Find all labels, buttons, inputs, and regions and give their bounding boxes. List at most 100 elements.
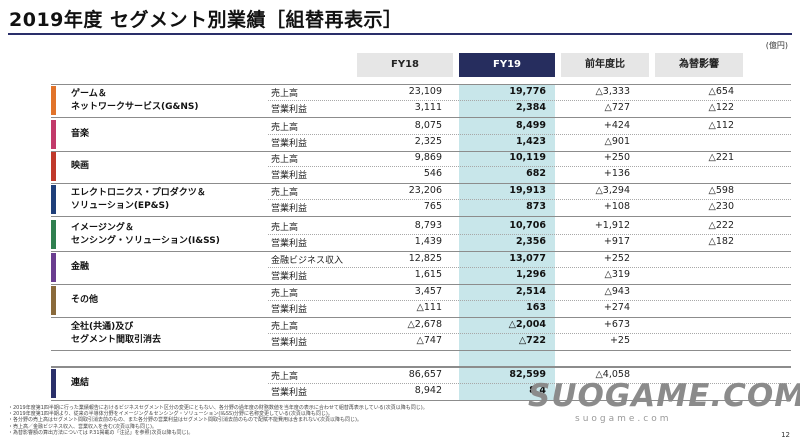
segment-color-bar [51,86,56,115]
value-fy18: 86,657 [408,369,442,380]
row-label: 営業利益 [271,105,308,115]
segment-name-line: 全社(共通)及び [71,322,134,332]
row-divider [268,100,791,101]
watermark-logo: SUOGAME.COM [528,378,800,414]
value-fy19: 1,423 [515,136,546,147]
segment-name: 金融 [71,261,89,274]
row-label: 売上高 [271,223,299,233]
row-label: 売上高 [271,188,299,198]
segment-name-line: エレクトロニクス・プロダクツ＆ [71,188,206,198]
segment-name-line: ソリューション(EP&S) [71,201,170,211]
value-fy19: 8,4 [529,385,546,396]
value-fy18: △747 [416,335,442,346]
fy19-column-highlight [459,84,555,400]
header-fx: 為替影響 [655,53,743,77]
footnotes: ・2019年度第1四半期に行った業績報告におけるビジネスセグメント区分の変更にと… [8,405,428,436]
value-fy18: 765 [423,201,442,212]
segment-color-bar [51,253,56,282]
value-fy18: 546 [423,168,442,179]
page-title: 2019年度 セグメント別業績［組替再表示］ [9,9,403,31]
value-fy19: 13,077 [509,253,546,264]
row-divider [268,166,791,167]
row-label: 営業利益 [271,239,308,249]
segment-divider [51,350,791,351]
value-fy19: 2,384 [515,102,546,113]
value-yoy: +917 [603,236,630,247]
title-underline [8,33,792,35]
value-fx: △654 [708,86,734,97]
segment-name: ゲーム＆ ネットワークサービス(G&NS) [71,88,198,114]
value-fy19: 10,706 [509,220,546,231]
segment-color-bar [51,286,56,315]
value-fy19: △722 [518,335,546,346]
segment-name-line: 音楽 [71,129,90,139]
segment-divider [51,284,791,285]
value-yoy: △727 [604,102,630,113]
value-fy19: 2,356 [515,236,546,247]
row-label: 売上高 [271,155,299,165]
segment-color-bar [51,220,56,249]
value-fy18: △2,678 [407,319,442,330]
value-fy18: 3,457 [414,286,442,297]
value-yoy: +136 [603,168,630,179]
value-fx: △112 [708,120,734,131]
value-yoy: +1,912 [594,220,630,231]
value-yoy: +252 [603,253,630,264]
footnote: ・2019年度第1四半期より、従来の半導体分野をイメージング＆センシング・ソリュ… [8,411,333,418]
value-fy19: 19,776 [509,86,546,97]
value-yoy: △943 [604,286,630,297]
segment-name-line: その他 [71,295,99,305]
row-label: 売上高 [271,372,299,382]
page-number: 12 [781,431,790,439]
segment-divider [51,251,791,252]
value-fx: △598 [708,185,734,196]
footnote: ・売上高／金融ビジネス収入、営業収入を含む(次頁以降も同じ)。 [8,423,157,430]
segment-divider [51,151,791,152]
row-label: 営業利益 [271,171,308,181]
segment-name: イメージング＆ センシング・ソリューション(I&SS) [71,222,220,248]
value-fy19: 10,119 [509,152,546,163]
consolidated-top-rule [51,366,791,368]
segment-divider [51,117,791,118]
value-fy18: 1,615 [414,269,442,280]
segment-color-bar [51,120,56,149]
segment-name-line: セグメント間取引消去 [71,335,162,345]
header-fy18: FY18 [357,53,453,77]
row-label: 売上高 [271,289,299,299]
value-fy18: 8,793 [414,220,442,231]
row-label: 営業利益 [271,139,308,149]
segment-name: 全社(共通)及びセグメント間取引消去 [71,321,161,347]
value-fy18: 23,109 [408,86,442,97]
value-fy19: 163 [526,302,546,313]
value-fy19: 682 [526,168,546,179]
value-yoy: +250 [603,152,630,163]
value-fx: △222 [708,220,734,231]
footnote: ・2019年度第1四半期に行った業績報告におけるビジネスセグメント区分の変更にと… [8,405,428,411]
row-divider [268,199,791,200]
value-fy19: 2,514 [515,286,546,297]
segment-name-line: センシング・ソリューション(I&SS) [71,236,220,246]
header-fy19: FY19 [459,53,555,77]
segment-name-line: 連結 [71,378,90,388]
value-yoy: +424 [603,120,630,131]
segment-divider [51,183,791,184]
row-label: 営業利益 [271,305,308,315]
value-fy18: 9,869 [414,152,442,163]
segment-name-line: 金融 [71,262,90,272]
value-fy18: 1,439 [414,236,442,247]
row-divider [268,333,791,334]
footnote: ・為替影響額の算出方法については P.31掲載の「注記」を参照(次頁以降も同じ)… [8,429,194,436]
segment-color-bar [51,369,56,398]
segment-name: 映画 [71,160,89,173]
row-divider [268,134,791,135]
row-divider [268,300,791,301]
segment-color-bar [51,152,56,181]
value-yoy: +25 [609,335,630,346]
value-yoy: △901 [604,136,630,147]
value-fy18: 23,206 [408,185,442,196]
segment-name-line: イメージング＆ [71,223,134,233]
value-fy18: 12,825 [408,253,442,264]
value-yoy: +108 [603,201,630,212]
table-top-rule [51,84,791,85]
value-yoy: +673 [603,319,630,330]
